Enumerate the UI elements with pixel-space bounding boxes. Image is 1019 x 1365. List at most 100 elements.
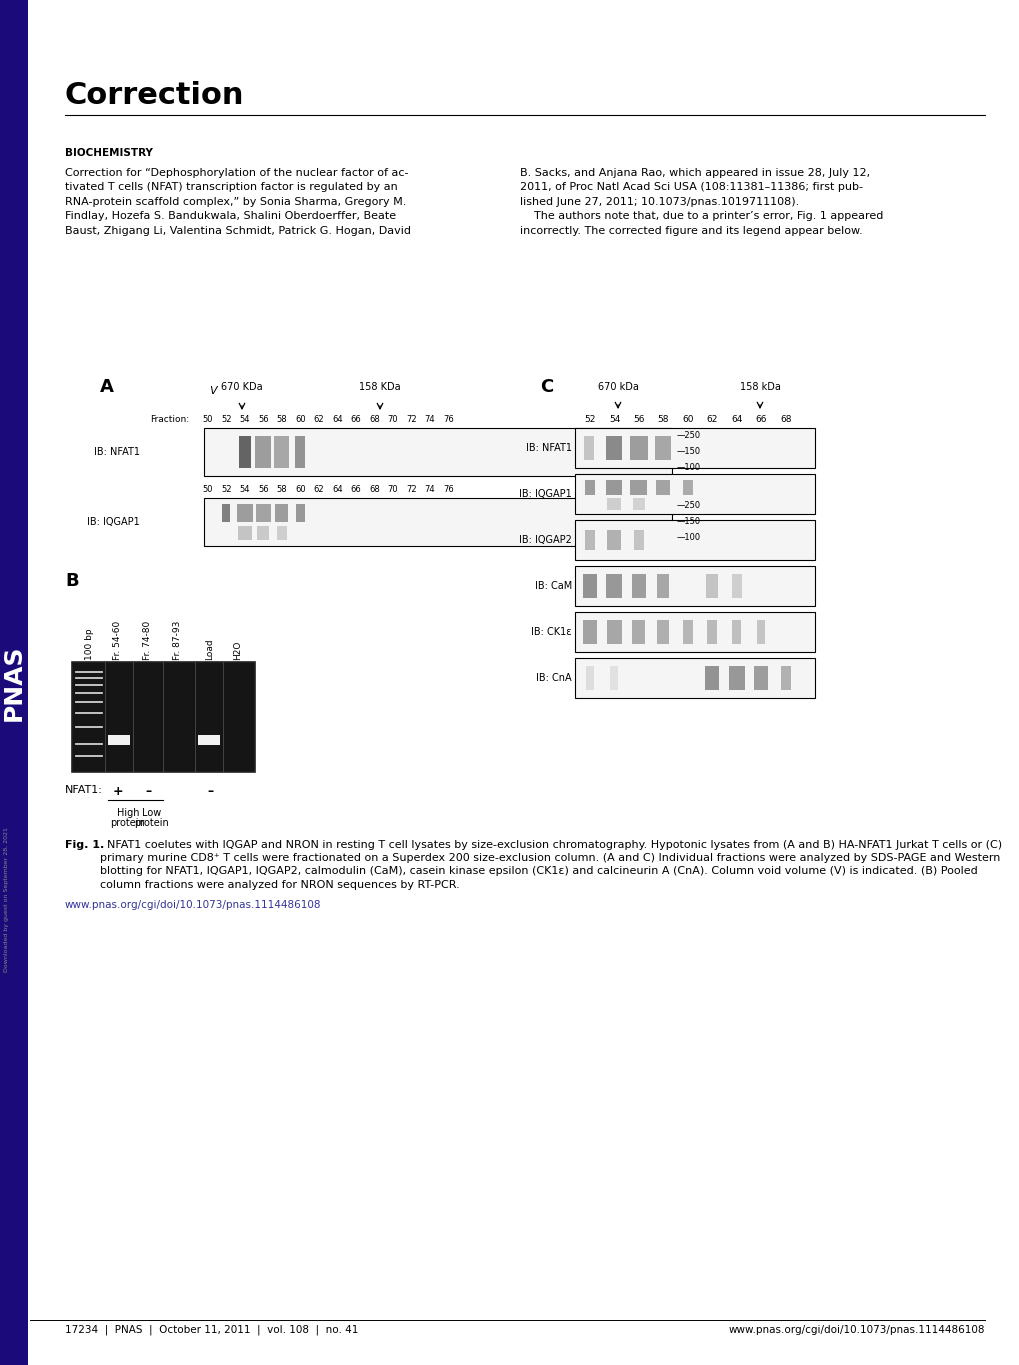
Bar [655, 435, 671, 460]
Bar [274, 435, 289, 468]
Text: 74: 74 [424, 486, 435, 494]
Text: 52: 52 [221, 486, 231, 494]
Text: —100: —100 [677, 464, 700, 472]
Text: IB: IQGAP1: IB: IQGAP1 [88, 517, 140, 527]
Text: 70: 70 [387, 486, 398, 494]
Text: 72: 72 [406, 486, 417, 494]
Bar [296, 435, 306, 468]
Bar [633, 498, 644, 511]
Text: www.pnas.org/cgi/doi/10.1073/pnas.1114486108: www.pnas.org/cgi/doi/10.1073/pnas.111448… [728, 1325, 984, 1335]
Text: IB: IQGAP1: IB: IQGAP1 [519, 489, 572, 500]
Bar [585, 530, 594, 550]
Bar [256, 504, 271, 521]
Text: 17234  |  PNAS  |  October 11, 2011  |  vol. 108  |  no. 41: 17234 | PNAS | October 11, 2011 | vol. 1… [65, 1325, 358, 1335]
Bar [732, 620, 741, 644]
Text: 70: 70 [387, 415, 398, 423]
Bar [0, 0, 28, 1365]
Text: BIOCHEMISTRY: BIOCHEMISTRY [65, 147, 153, 158]
Text: protein: protein [135, 818, 169, 829]
Text: Load: Load [205, 639, 214, 661]
Text: Downloaded by guest on September 28, 2021: Downloaded by guest on September 28, 202… [4, 827, 9, 972]
Text: 50: 50 [203, 486, 213, 494]
Bar [632, 575, 645, 598]
Text: B: B [65, 572, 78, 590]
Bar [754, 666, 767, 689]
Bar [705, 666, 718, 689]
Bar [607, 530, 621, 550]
Text: —150: —150 [677, 517, 700, 527]
Bar [706, 575, 717, 598]
Bar [575, 520, 814, 560]
Text: 68: 68 [780, 415, 791, 425]
Text: 54: 54 [239, 486, 250, 494]
Text: IB: CnA: IB: CnA [536, 673, 572, 682]
Bar [236, 504, 253, 521]
Bar [108, 734, 129, 745]
Text: 52: 52 [221, 415, 231, 423]
Text: —250: —250 [677, 431, 700, 441]
Text: Fraction:: Fraction: [150, 415, 189, 423]
Bar [583, 620, 596, 644]
Text: 58: 58 [276, 486, 287, 494]
Text: 60: 60 [294, 415, 306, 423]
Bar [255, 435, 271, 468]
Text: 52: 52 [584, 415, 595, 425]
Text: 56: 56 [633, 415, 644, 425]
Bar [237, 526, 252, 541]
Bar [584, 435, 593, 460]
Text: Low: Low [143, 808, 161, 818]
Text: 50: 50 [203, 415, 213, 423]
Text: 158 kDa: 158 kDa [739, 382, 780, 392]
Bar [610, 666, 618, 689]
Text: 60: 60 [682, 415, 693, 425]
Text: C: C [539, 378, 552, 396]
Text: +: + [112, 785, 123, 799]
Text: A: A [100, 378, 114, 396]
Bar [238, 435, 251, 468]
Bar [607, 498, 621, 511]
Text: 64: 64 [332, 486, 342, 494]
Bar [732, 575, 741, 598]
Text: 670 KDa: 670 KDa [221, 382, 263, 392]
Bar [707, 620, 716, 644]
Text: —100: —100 [677, 534, 700, 542]
Bar [585, 480, 594, 495]
Bar [606, 435, 622, 460]
Bar [575, 658, 814, 698]
Text: NFAT1:: NFAT1: [65, 785, 103, 794]
Text: 66: 66 [351, 415, 361, 423]
Bar [277, 526, 286, 541]
Bar [575, 429, 814, 468]
Text: 68: 68 [369, 415, 379, 423]
Bar [575, 612, 814, 652]
Text: Correction for “Dephosphorylation of the nuclear factor of ac-
tivated T cells (: Correction for “Dephosphorylation of the… [65, 168, 411, 236]
Bar [757, 620, 764, 644]
Text: IB: NFAT1: IB: NFAT1 [94, 446, 140, 457]
Bar [656, 480, 669, 495]
Text: 158 KDa: 158 KDa [359, 382, 400, 392]
Bar [781, 666, 790, 689]
Text: –: – [145, 785, 151, 799]
Text: NFAT1 coelutes with IQGAP and NRON in resting T cell lysates by size-exclusion c: NFAT1 coelutes with IQGAP and NRON in re… [100, 839, 1001, 890]
Text: 670 kDa: 670 kDa [597, 382, 638, 392]
Bar [204, 429, 672, 476]
Bar [606, 575, 622, 598]
Bar [222, 504, 230, 521]
Text: 56: 56 [258, 415, 269, 423]
Bar [683, 620, 692, 644]
Text: IB: CaM: IB: CaM [534, 581, 572, 591]
Bar [257, 526, 269, 541]
Bar [575, 474, 814, 515]
Bar [204, 498, 672, 546]
Bar [606, 480, 622, 495]
Bar [729, 666, 744, 689]
Bar [630, 435, 647, 460]
Text: Fr. 54-60: Fr. 54-60 [113, 621, 122, 661]
Text: 54: 54 [239, 415, 250, 423]
Text: Fr. 87-93: Fr. 87-93 [173, 621, 182, 661]
Bar [683, 480, 692, 495]
Text: 62: 62 [706, 415, 717, 425]
Text: 64: 64 [332, 415, 342, 423]
Bar [657, 620, 668, 644]
Text: 58: 58 [657, 415, 668, 425]
